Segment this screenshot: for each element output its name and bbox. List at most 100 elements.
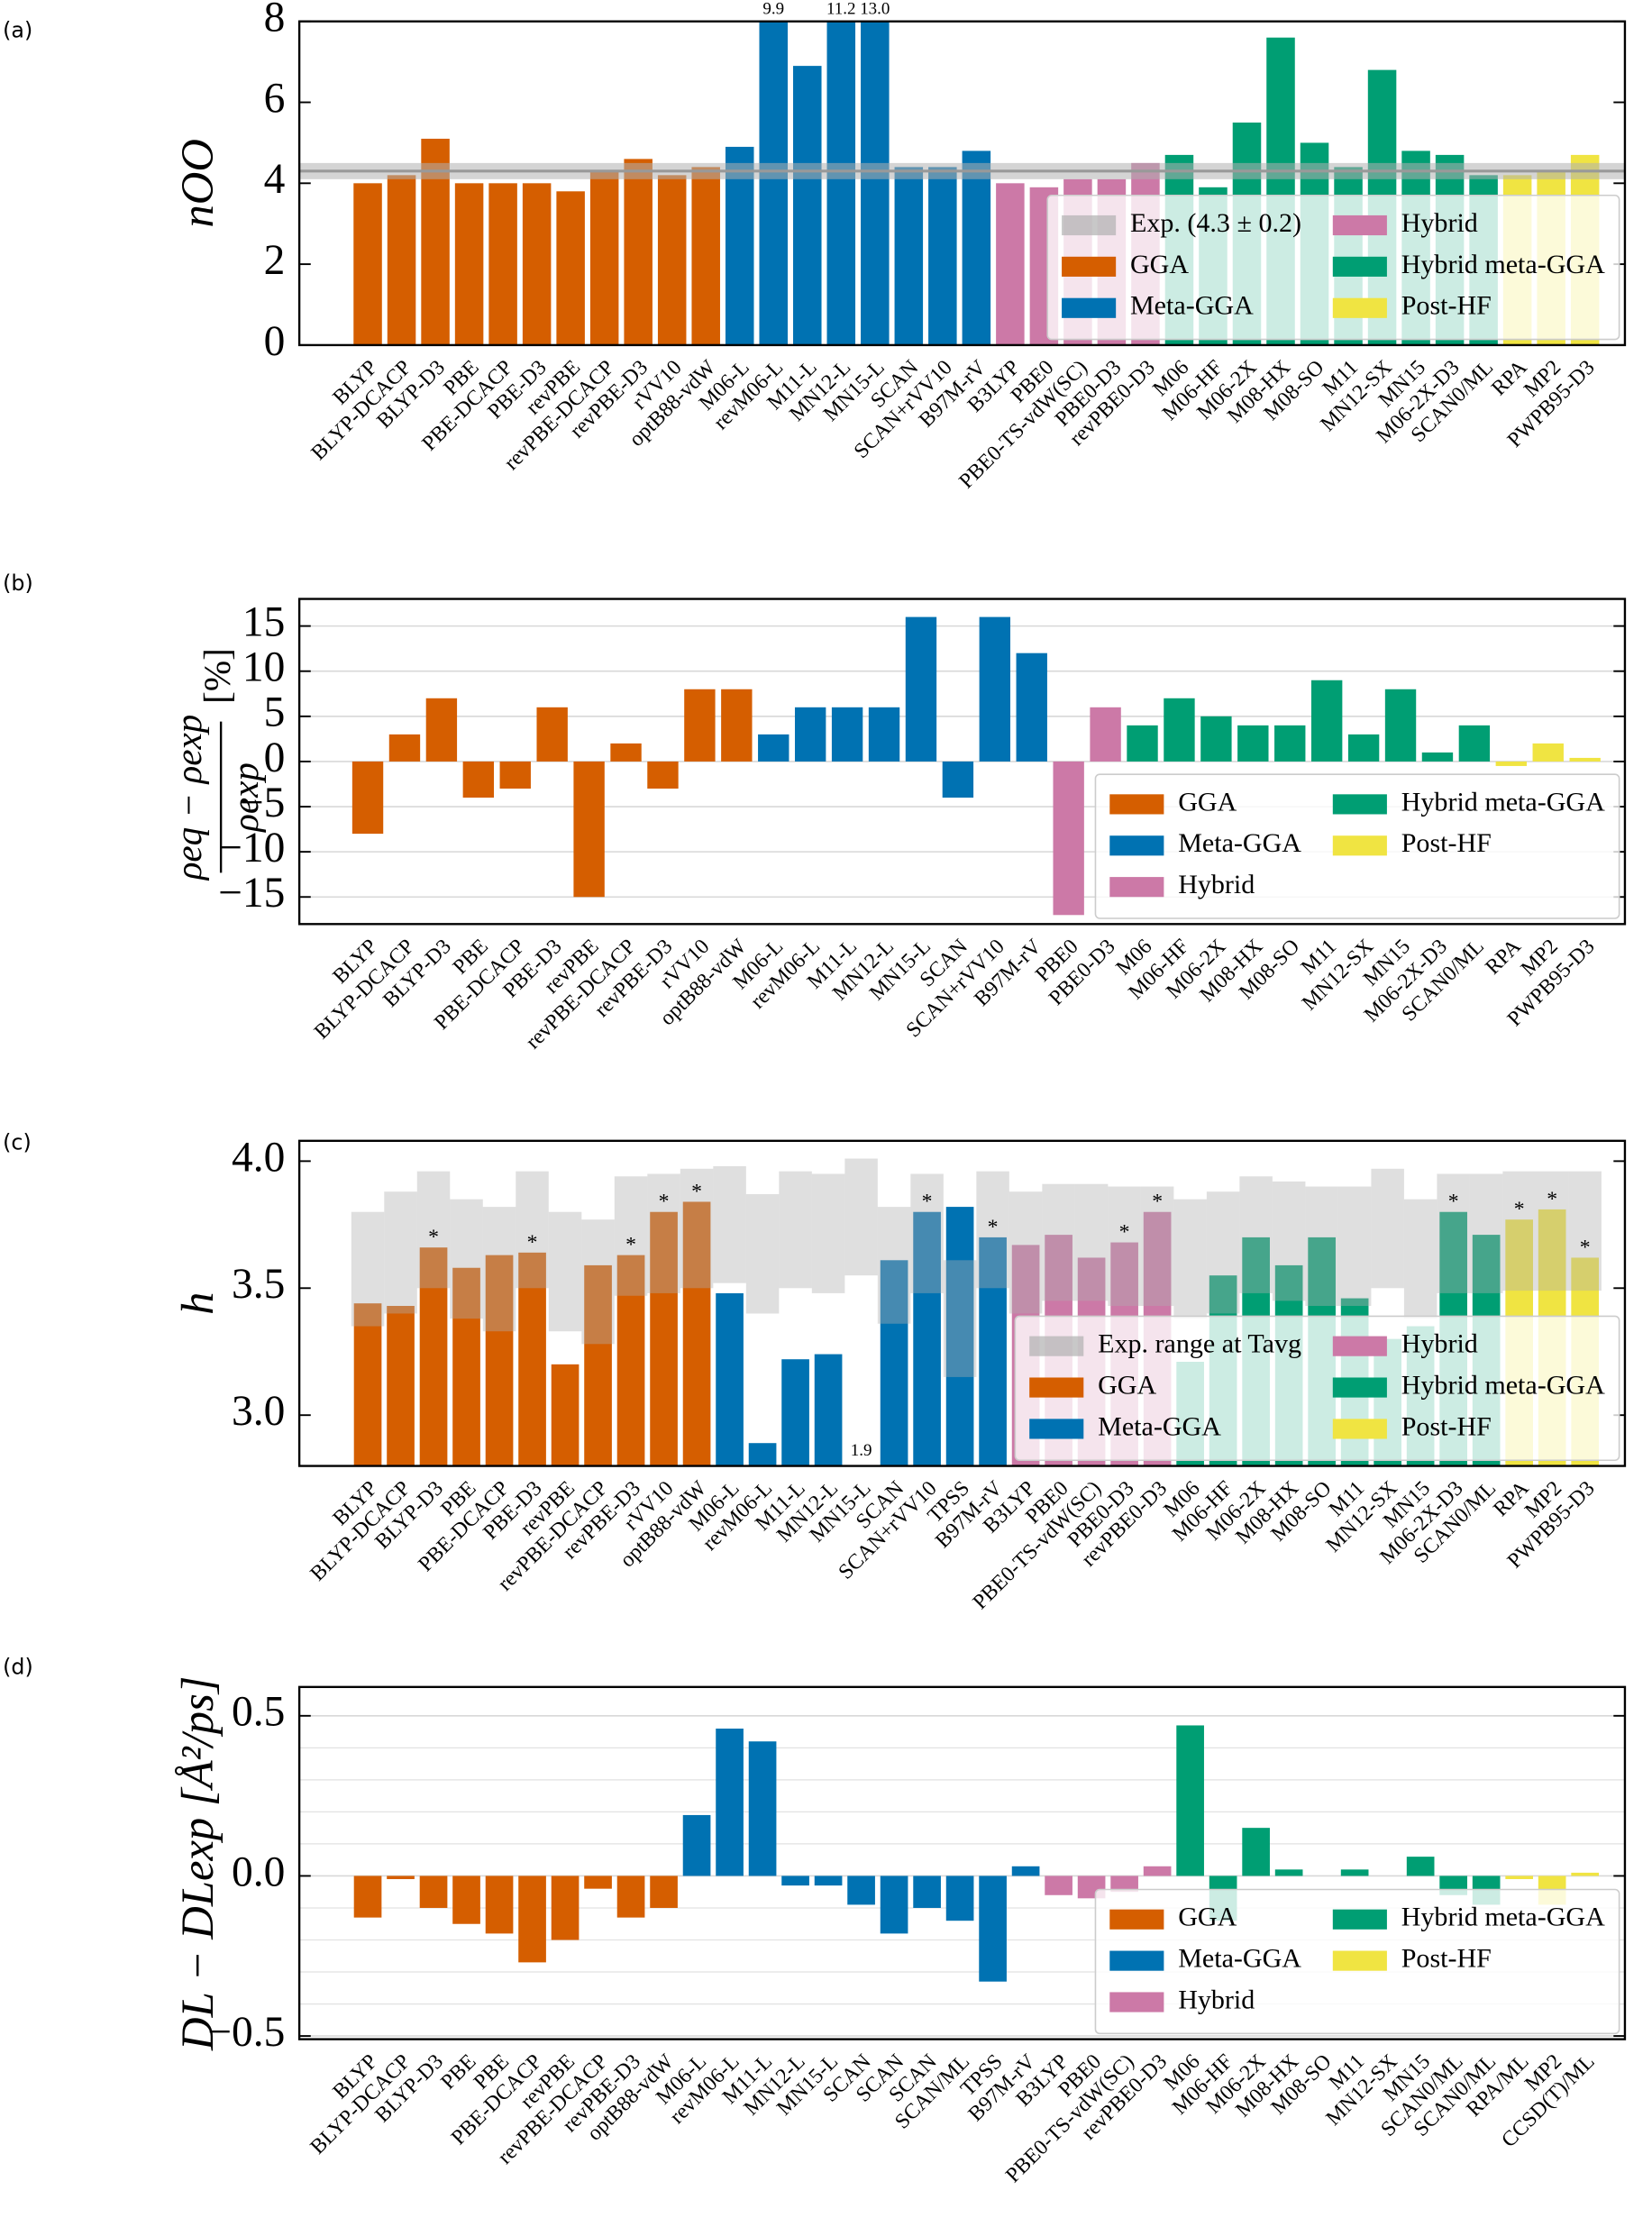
bar [1532,743,1564,762]
bar [979,1876,1007,1982]
y-tick-label: 4.0 [232,1134,285,1181]
y-tick-label: 2 [264,237,286,284]
reference-range [1009,1191,1043,1314]
y-axis-label: h [172,1292,223,1315]
bar [452,1267,480,1466]
bar [1406,1857,1435,1876]
bar [682,1814,711,1876]
bar [1053,761,1084,916]
bar [551,1364,580,1466]
flag: * [659,1191,670,1214]
reference-range [1206,1191,1240,1314]
legend-label: Hybrid [1178,1984,1255,2014]
bar [387,1306,415,1466]
legend-swatch [1332,835,1387,856]
bar [353,1303,382,1466]
bar [589,170,619,345]
bar [536,707,568,762]
legend-label: Hybrid meta-GGA [1401,1902,1605,1932]
reference-range [1140,1186,1174,1307]
y-label-numerator: ρeq − ρexp [168,715,209,882]
legend-swatch [1332,297,1387,318]
bar [716,1729,744,1876]
y-tick-label: 15 [242,599,285,646]
legend-swatch [1109,1992,1164,2012]
flag: * [1547,1188,1557,1211]
bar [650,1211,678,1466]
bar [748,1443,777,1466]
bar [716,1292,744,1466]
bar [814,1354,843,1466]
bar [462,761,495,799]
bar [996,183,1025,345]
bar [942,761,974,799]
bar [1016,653,1047,762]
bar [650,1876,678,1908]
bar [894,167,924,345]
bar [1384,689,1417,762]
frame [297,1685,1627,2040]
reference-range [1173,1199,1207,1319]
reference-range [1437,1173,1470,1293]
bar [518,1252,546,1466]
flag: * [988,1216,999,1239]
legend-swatch [1109,877,1164,898]
panel-label: (b) [3,570,33,596]
reference-range [713,1166,746,1283]
bar [1421,752,1454,762]
bar [485,1255,514,1466]
panel-label: (c) [3,1129,32,1155]
legend-label: Post-HF [1401,827,1492,858]
legend [1014,1315,1620,1462]
bar [647,761,679,789]
legend-label: GGA [1178,786,1237,817]
legend-swatch [1062,297,1117,318]
flag: * [1514,1198,1525,1221]
legend-label: Meta-GGA [1178,1943,1301,1974]
legend-label: Hybrid [1178,869,1255,899]
bar [556,191,585,345]
bar [387,1876,415,1880]
bar [518,1876,546,1963]
reference-range [1568,1171,1602,1291]
bar [425,698,458,762]
frame [297,1139,1627,1467]
bar [794,707,826,762]
reference-range [976,1171,1009,1289]
bar [1045,1876,1072,1895]
bar [551,1876,580,1940]
reference-range [1502,1171,1536,1291]
reference-range [1108,1186,1141,1307]
legend-swatch [1109,1950,1164,1971]
bar [793,66,822,345]
legend-swatch [1109,794,1164,815]
plot-area [299,616,1625,916]
legend-label: Hybrid [1401,207,1478,238]
y-tick-label: 3.5 [232,1261,285,1308]
legend-label: Hybrid meta-GGA [1401,786,1605,817]
y-tick-label: 4 [264,156,286,203]
bar [1571,1872,1599,1876]
bar [454,183,484,345]
reference-range [614,1176,648,1296]
legend-swatch [1332,794,1387,815]
bar [962,151,991,345]
legend-label: Hybrid [1401,1328,1478,1359]
value-label: 1.9 [851,1441,872,1460]
value-label: 9.9 [762,0,784,18]
bar [691,167,720,345]
legend-swatch [1029,1336,1084,1356]
bar [610,743,642,762]
bar [1090,707,1121,762]
bar [499,761,531,789]
bar [485,1876,514,1934]
bar [1110,1876,1138,1893]
flag: * [1448,1191,1459,1214]
reference-range [416,1171,451,1289]
reference-range [384,1191,417,1314]
reference-range [450,1199,483,1319]
reference-range [910,1173,944,1293]
bar [945,1207,974,1466]
y-tick-label: −10 [218,825,285,872]
legend-label: Meta-GGA [1178,827,1301,858]
